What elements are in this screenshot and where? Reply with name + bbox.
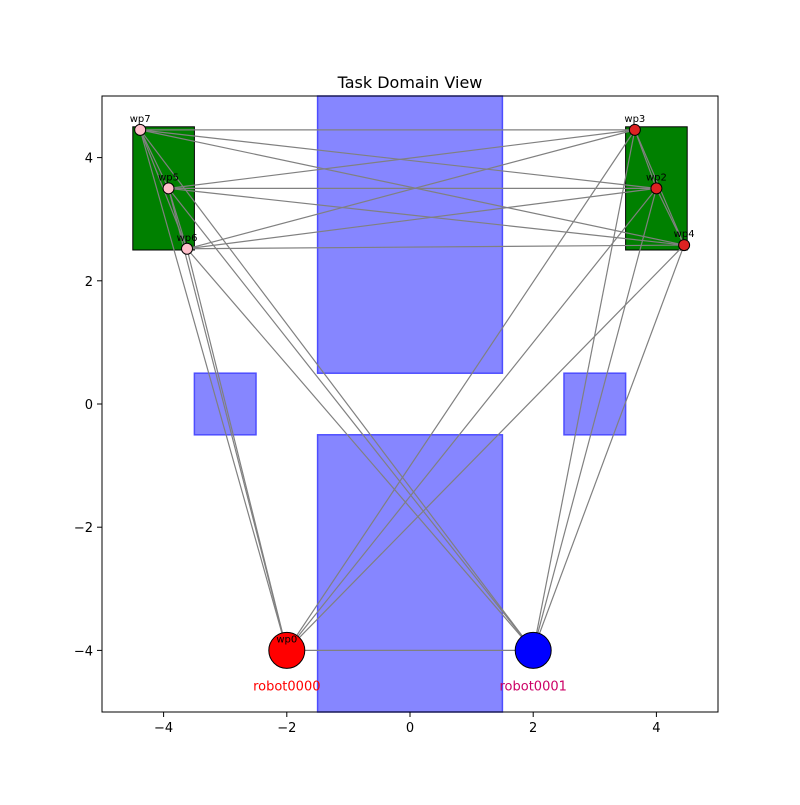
waypoint-wp7 bbox=[134, 123, 147, 136]
waypoint-wp2 bbox=[650, 182, 663, 195]
waypoint-wp5 bbox=[162, 182, 175, 195]
edge-wp0-wp7 bbox=[139, 129, 288, 651]
edge-wp5-wp6 bbox=[167, 188, 188, 249]
robot-label-robot0000: robot0000 bbox=[253, 679, 320, 694]
axes-layer: −4 −2 0 2 4 −4 −2 0 2 4 bbox=[74, 95, 719, 736]
y-tick-label-4: 4 bbox=[85, 152, 93, 167]
x-tick-label-0: −4 bbox=[154, 721, 173, 736]
waypoint-label-wp7: wp7 bbox=[130, 114, 151, 125]
y-tick-label-3: 2 bbox=[85, 275, 93, 290]
x-tick-label-4: 4 bbox=[652, 721, 660, 736]
edge-wp4-wp6 bbox=[187, 244, 685, 250]
waypoints-layer bbox=[134, 123, 691, 255]
edge-wp2-wp6 bbox=[186, 187, 657, 250]
obstacle-2 bbox=[316, 95, 504, 374]
chart-title: Task Domain View bbox=[337, 73, 483, 92]
edge-wp0-wp6 bbox=[186, 248, 288, 651]
waypoint-label-wp0: wp0 bbox=[276, 634, 297, 645]
edge-wp1-wp7 bbox=[139, 129, 534, 651]
waypoint-label-wp4: wp4 bbox=[674, 229, 695, 240]
edge-wp1-wp5 bbox=[168, 188, 534, 651]
robots-layer: robot0000 robot0001 wp0 wp2 wp3 wp4 wp5 wp6 wp7 bbox=[130, 114, 695, 695]
robot-marker-robot0001 bbox=[514, 631, 552, 669]
edge-wp0-wp4 bbox=[286, 244, 685, 651]
waypoint-label-wp5: wp5 bbox=[158, 172, 179, 183]
waypoint-wp6 bbox=[181, 242, 194, 255]
y-tick-label-0: −4 bbox=[74, 644, 93, 659]
waypoint-label-wp3: wp3 bbox=[624, 114, 645, 125]
y-tick-label-1: −2 bbox=[74, 521, 93, 536]
robot-label-robot0001: robot0001 bbox=[499, 679, 566, 694]
obstacle-5 bbox=[563, 372, 627, 436]
waypoint-wp4 bbox=[678, 239, 691, 252]
y-tick-label-2: 0 bbox=[85, 398, 93, 413]
edge-wp5-wp7 bbox=[139, 129, 170, 189]
edge-wp3-wp5 bbox=[168, 129, 635, 189]
edge-wp1-wp6 bbox=[186, 248, 534, 651]
edge-wp0-wp3 bbox=[286, 129, 636, 651]
edge-wp3-wp6 bbox=[186, 129, 635, 250]
edges-layer bbox=[139, 129, 685, 652]
edge-wp4-wp7 bbox=[140, 129, 685, 246]
edge-wp4-wp5 bbox=[168, 187, 685, 246]
waypoint-wp3 bbox=[628, 123, 641, 136]
robot-marker-robot0000 bbox=[268, 631, 306, 669]
edge-wp1-wp2 bbox=[532, 188, 657, 651]
x-tick-label-2: 0 bbox=[406, 721, 414, 736]
waypoint-label-wp6: wp6 bbox=[177, 233, 198, 244]
edge-wp1-wp4 bbox=[532, 244, 685, 651]
waypoint-label-wp2: wp2 bbox=[646, 172, 667, 183]
edge-wp1-wp3 bbox=[532, 129, 636, 651]
x-tick-label-3: 2 bbox=[529, 721, 537, 736]
x-tick-label-1: −2 bbox=[277, 721, 296, 736]
edge-wp0-wp2 bbox=[286, 188, 657, 651]
